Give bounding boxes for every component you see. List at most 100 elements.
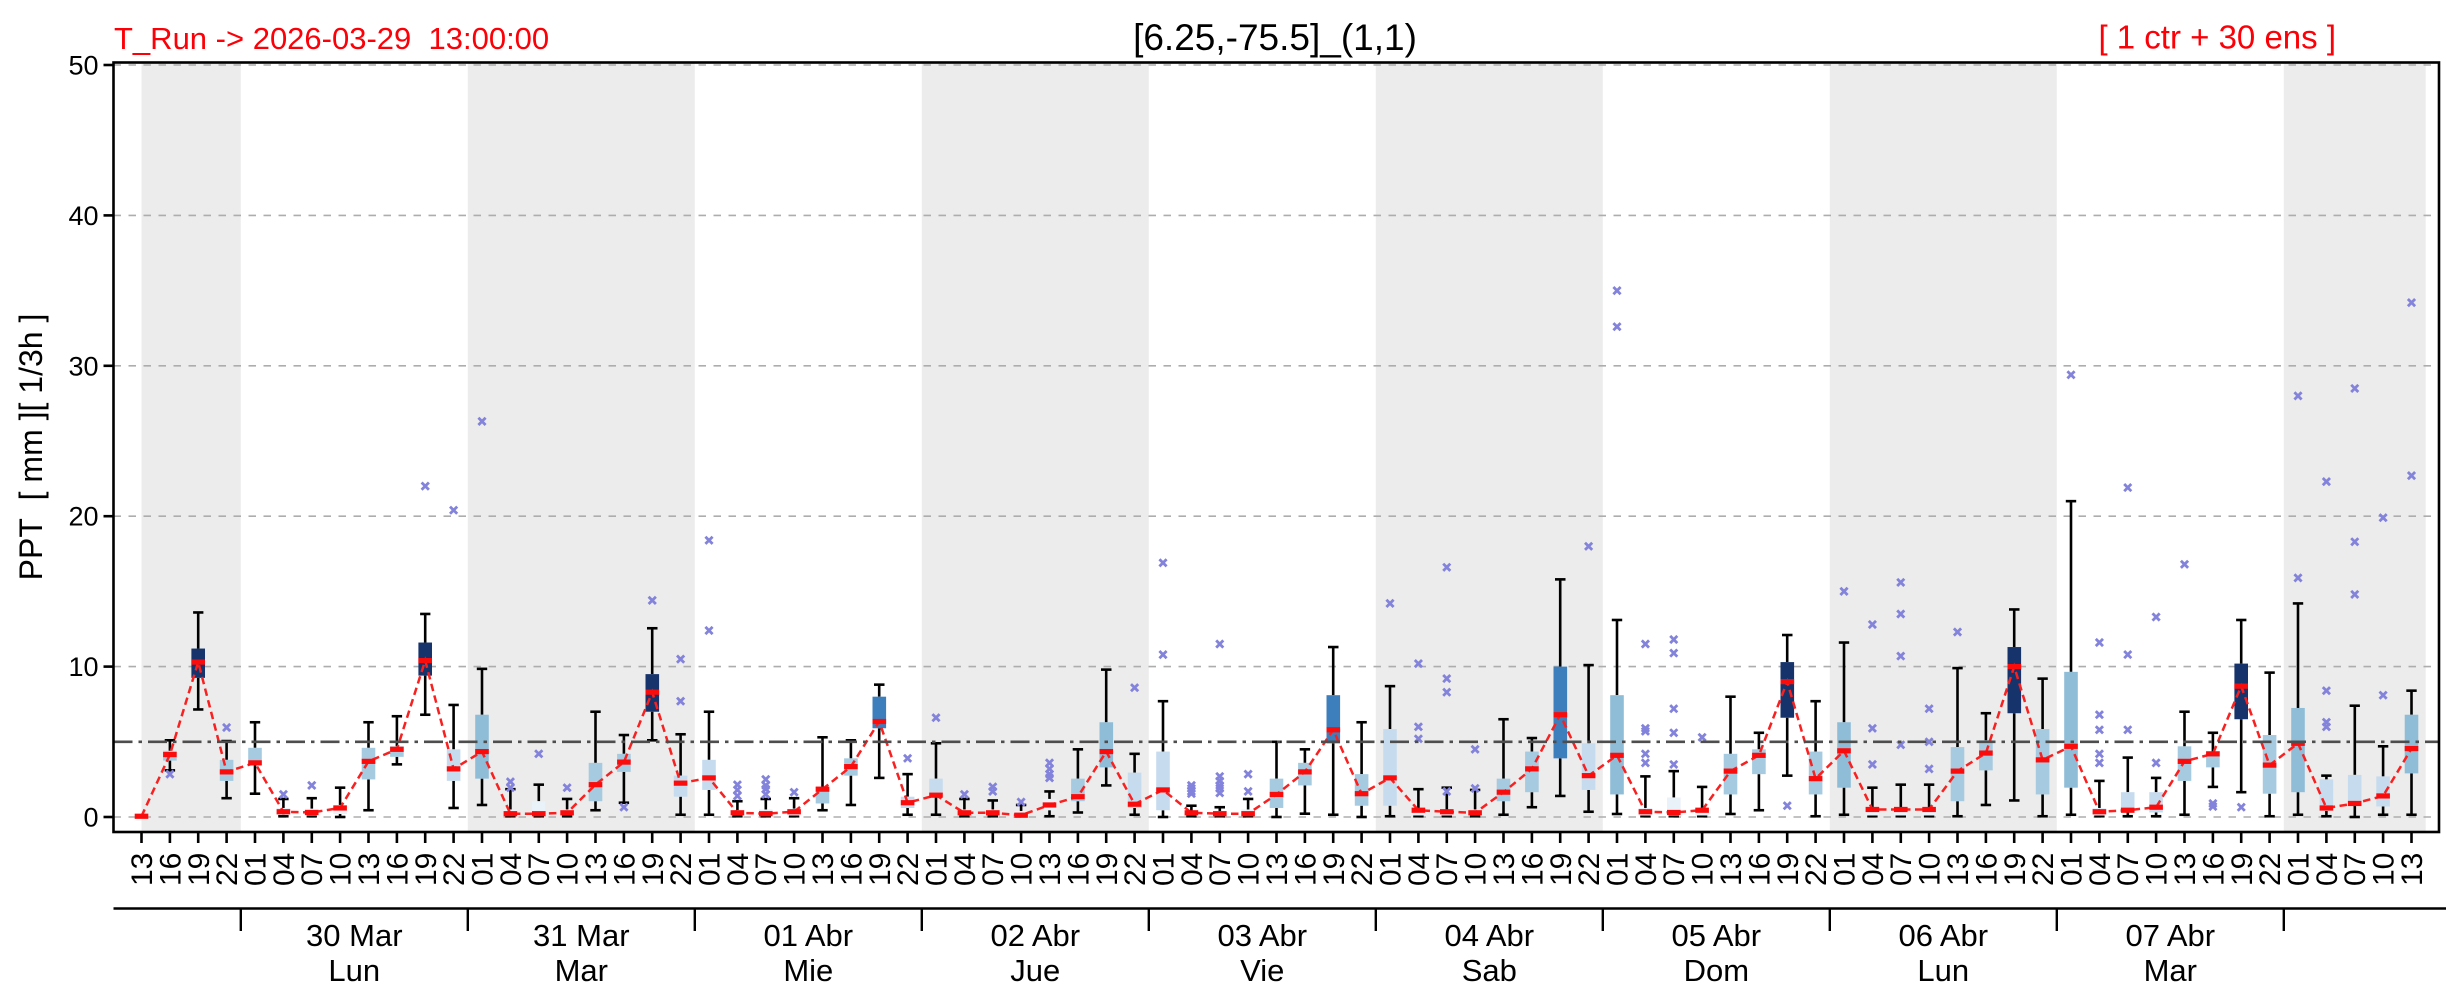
svg-text:04: 04 bbox=[268, 853, 301, 886]
svg-text:16: 16 bbox=[1743, 853, 1776, 886]
svg-text:10: 10 bbox=[1687, 853, 1720, 886]
svg-text:10: 10 bbox=[68, 652, 98, 682]
svg-text:10: 10 bbox=[1006, 853, 1039, 886]
svg-text:13: 13 bbox=[1715, 853, 1748, 886]
svg-text:Jue: Jue bbox=[1010, 953, 1060, 988]
svg-text:01: 01 bbox=[1148, 853, 1181, 886]
svg-text:31 Mar: 31 Mar bbox=[533, 918, 629, 953]
svg-text:13: 13 bbox=[1034, 853, 1067, 886]
svg-text:07: 07 bbox=[523, 853, 556, 886]
svg-text:04 Abr: 04 Abr bbox=[1444, 918, 1534, 953]
svg-text:22: 22 bbox=[211, 853, 244, 886]
svg-text:22: 22 bbox=[1800, 853, 1833, 886]
svg-text:19: 19 bbox=[1772, 853, 1805, 886]
svg-text:19: 19 bbox=[1545, 853, 1578, 886]
svg-text:19: 19 bbox=[183, 853, 216, 886]
svg-text:19: 19 bbox=[1091, 853, 1124, 886]
svg-text:07: 07 bbox=[2112, 853, 2145, 886]
svg-text:22: 22 bbox=[1346, 853, 1379, 886]
svg-text:10: 10 bbox=[2141, 853, 2174, 886]
svg-text:19: 19 bbox=[1999, 853, 2032, 886]
svg-text:40: 40 bbox=[68, 201, 98, 231]
svg-text:22: 22 bbox=[892, 853, 925, 886]
svg-text:07: 07 bbox=[1885, 853, 1918, 886]
svg-text:03 Abr: 03 Abr bbox=[1217, 918, 1307, 953]
svg-text:Vie: Vie bbox=[1240, 953, 1284, 988]
svg-text:16: 16 bbox=[381, 853, 414, 886]
svg-text:16: 16 bbox=[2197, 853, 2230, 886]
svg-text:20: 20 bbox=[68, 502, 98, 532]
svg-text:05 Abr: 05 Abr bbox=[1671, 918, 1761, 953]
svg-text:06 Abr: 06 Abr bbox=[1898, 918, 1988, 953]
svg-text:Mar: Mar bbox=[2144, 953, 2197, 988]
svg-text:04: 04 bbox=[1630, 853, 1663, 886]
svg-text:[6.25,-75.5]_(1,1): [6.25,-75.5]_(1,1) bbox=[1133, 17, 1417, 58]
svg-text:0: 0 bbox=[83, 803, 98, 833]
svg-text:10: 10 bbox=[779, 853, 812, 886]
svg-text:02 Abr: 02 Abr bbox=[990, 918, 1080, 953]
svg-text:22: 22 bbox=[1119, 853, 1152, 886]
svg-text:16: 16 bbox=[1289, 853, 1322, 886]
svg-text:07: 07 bbox=[977, 853, 1010, 886]
svg-text:01: 01 bbox=[1602, 853, 1635, 886]
svg-text:04: 04 bbox=[2311, 853, 2344, 886]
svg-text:07: 07 bbox=[1204, 853, 1237, 886]
svg-text:10: 10 bbox=[1233, 853, 1266, 886]
svg-text:Mie: Mie bbox=[783, 953, 833, 988]
svg-text:PPT [ mm ][ 1/3h ]: PPT [ mm ][ 1/3h ] bbox=[13, 314, 49, 581]
svg-text:16: 16 bbox=[608, 853, 641, 886]
svg-text:13: 13 bbox=[353, 853, 386, 886]
svg-text:04: 04 bbox=[949, 853, 982, 886]
svg-text:01: 01 bbox=[2056, 853, 2089, 886]
svg-text:01: 01 bbox=[240, 853, 273, 886]
svg-text:04: 04 bbox=[1857, 853, 1890, 886]
svg-text:04: 04 bbox=[1403, 853, 1436, 886]
svg-text:22: 22 bbox=[438, 853, 471, 886]
svg-text:01: 01 bbox=[2283, 853, 2316, 886]
svg-text:07: 07 bbox=[750, 853, 783, 886]
svg-text:10: 10 bbox=[552, 853, 585, 886]
svg-text:Lun: Lun bbox=[328, 953, 380, 988]
svg-text:10: 10 bbox=[1460, 853, 1493, 886]
svg-text:22: 22 bbox=[1573, 853, 1606, 886]
svg-text:Sab: Sab bbox=[1462, 953, 1517, 988]
svg-text:22: 22 bbox=[2254, 853, 2287, 886]
svg-text:13: 13 bbox=[126, 853, 159, 886]
svg-text:13: 13 bbox=[1488, 853, 1521, 886]
svg-text:07: 07 bbox=[1431, 853, 1464, 886]
svg-text:07 Abr: 07 Abr bbox=[2125, 918, 2215, 953]
svg-text:16: 16 bbox=[154, 853, 187, 886]
svg-text:04: 04 bbox=[2084, 853, 2117, 886]
svg-text:13: 13 bbox=[580, 853, 613, 886]
svg-text:04: 04 bbox=[722, 853, 755, 886]
svg-text:22: 22 bbox=[2027, 853, 2060, 886]
svg-text:19: 19 bbox=[410, 853, 443, 886]
svg-text:01: 01 bbox=[1829, 853, 1862, 886]
svg-text:10: 10 bbox=[1914, 853, 1947, 886]
svg-text:19: 19 bbox=[2226, 853, 2259, 886]
svg-text:13: 13 bbox=[807, 853, 840, 886]
svg-text:Dom: Dom bbox=[1684, 953, 1749, 988]
svg-text:01: 01 bbox=[467, 853, 500, 886]
svg-text:07: 07 bbox=[296, 853, 329, 886]
svg-text:16: 16 bbox=[1062, 853, 1095, 886]
svg-text:[ 1 ctr + 30 ens ]: [ 1 ctr + 30 ens ] bbox=[2098, 19, 2336, 56]
svg-text:19: 19 bbox=[1318, 853, 1351, 886]
svg-text:13: 13 bbox=[1942, 853, 1975, 886]
svg-text:01: 01 bbox=[1375, 853, 1408, 886]
svg-text:01 Abr: 01 Abr bbox=[763, 918, 853, 953]
svg-text:13: 13 bbox=[1261, 853, 1294, 886]
svg-text:13: 13 bbox=[2169, 853, 2202, 886]
svg-text:16: 16 bbox=[1516, 853, 1549, 886]
svg-text:50: 50 bbox=[68, 51, 98, 81]
svg-text:16: 16 bbox=[835, 853, 868, 886]
svg-text:Lun: Lun bbox=[1917, 953, 1969, 988]
svg-text:22: 22 bbox=[665, 853, 698, 886]
svg-text:30 Mar: 30 Mar bbox=[306, 918, 402, 953]
svg-text:19: 19 bbox=[864, 853, 897, 886]
svg-text:19: 19 bbox=[637, 853, 670, 886]
svg-text:07: 07 bbox=[1658, 853, 1691, 886]
svg-text:07: 07 bbox=[2339, 853, 2372, 886]
svg-text:10: 10 bbox=[2368, 853, 2401, 886]
svg-text:13: 13 bbox=[2396, 853, 2429, 886]
